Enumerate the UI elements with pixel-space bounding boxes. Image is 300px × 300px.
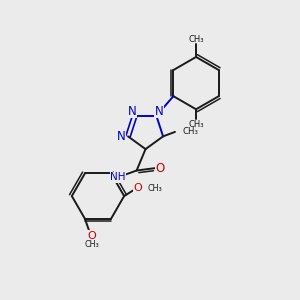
Text: N: N <box>154 105 163 118</box>
Text: N: N <box>128 105 137 118</box>
Text: CH₃: CH₃ <box>182 128 198 136</box>
Text: NH: NH <box>110 172 126 182</box>
Text: O: O <box>87 231 96 241</box>
Text: CH₃: CH₃ <box>188 120 204 129</box>
Text: CH₃: CH₃ <box>148 184 163 194</box>
Text: CH₃: CH₃ <box>84 240 99 249</box>
Text: N: N <box>117 130 126 143</box>
Text: O: O <box>156 162 165 175</box>
Text: CH₃: CH₃ <box>188 34 204 43</box>
Text: O: O <box>134 183 142 193</box>
